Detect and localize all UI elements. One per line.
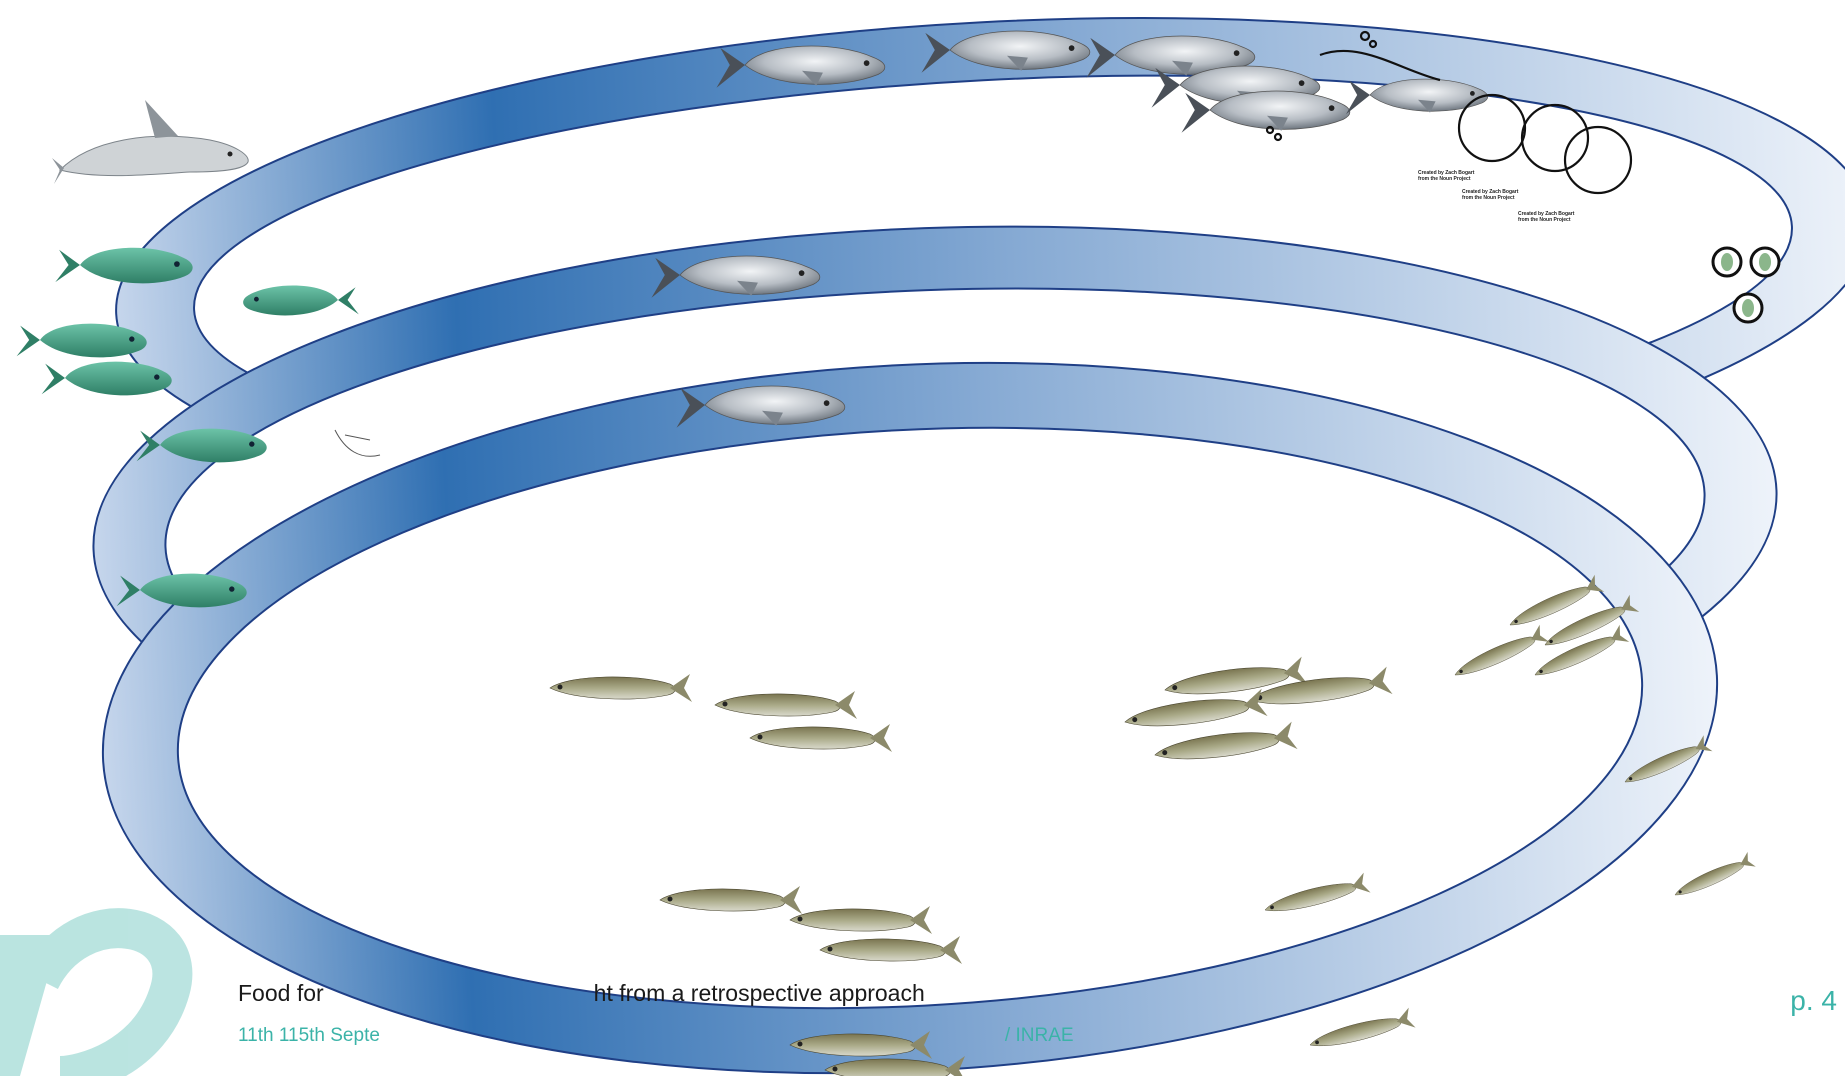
egg-group (1711, 246, 1781, 324)
page-number: p. 4 (1790, 985, 1837, 1016)
egg-icon (1711, 246, 1743, 278)
hook-sketch (334, 429, 381, 457)
sprat-fish-icon (1306, 1006, 1416, 1056)
egg-icon (1749, 246, 1781, 278)
sprat-fish-icon (1671, 851, 1757, 903)
credit-label-2: Created by Zach Bogart from the Noun Pro… (1462, 189, 1519, 201)
credit-label-1: Created by Zach Bogart from the Noun Pro… (1418, 170, 1475, 182)
footer-title: Food for ht from a retrospective approach (238, 980, 925, 1006)
credit-label-3: Created by Zach Bogart from the Noun Pro… (1518, 211, 1575, 223)
brand-logo-icon (0, 908, 193, 1076)
porpoise-icon (52, 100, 249, 184)
egg-icon (1732, 292, 1764, 324)
footer-date: 11th 115th Septe / INRAE (238, 1025, 1074, 1046)
fishing-net-icon (1265, 30, 1633, 195)
